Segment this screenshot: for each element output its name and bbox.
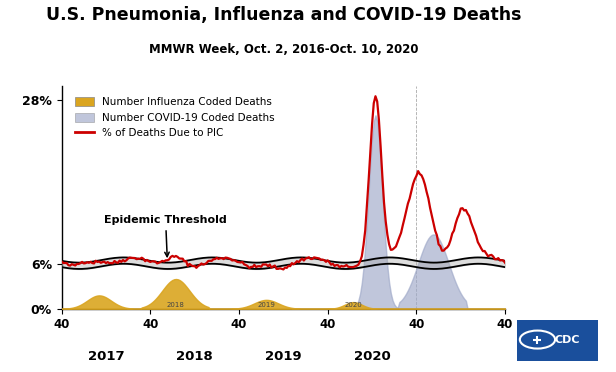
Text: 2019: 2019 (265, 350, 302, 363)
Text: CDC: CDC (554, 334, 580, 344)
Text: 2018: 2018 (176, 350, 213, 363)
Text: 2020: 2020 (344, 302, 362, 308)
Text: MMWR Week, Oct. 2, 2016-Oct. 10, 2020: MMWR Week, Oct. 2, 2016-Oct. 10, 2020 (148, 43, 418, 56)
Text: 2019: 2019 (257, 302, 275, 308)
Text: U.S. Pneumonia, Influenza and COVID-19 Deaths: U.S. Pneumonia, Influenza and COVID-19 D… (46, 6, 521, 23)
Text: Epidemic Threshold: Epidemic Threshold (104, 215, 227, 257)
Legend: Number Influenza Coded Deaths, Number COVID-19 Coded Deaths, % of Deaths Due to : Number Influenza Coded Deaths, Number CO… (71, 93, 279, 142)
Text: 2018: 2018 (167, 302, 185, 308)
Text: 2017: 2017 (87, 350, 124, 363)
Text: 2020: 2020 (354, 350, 391, 363)
